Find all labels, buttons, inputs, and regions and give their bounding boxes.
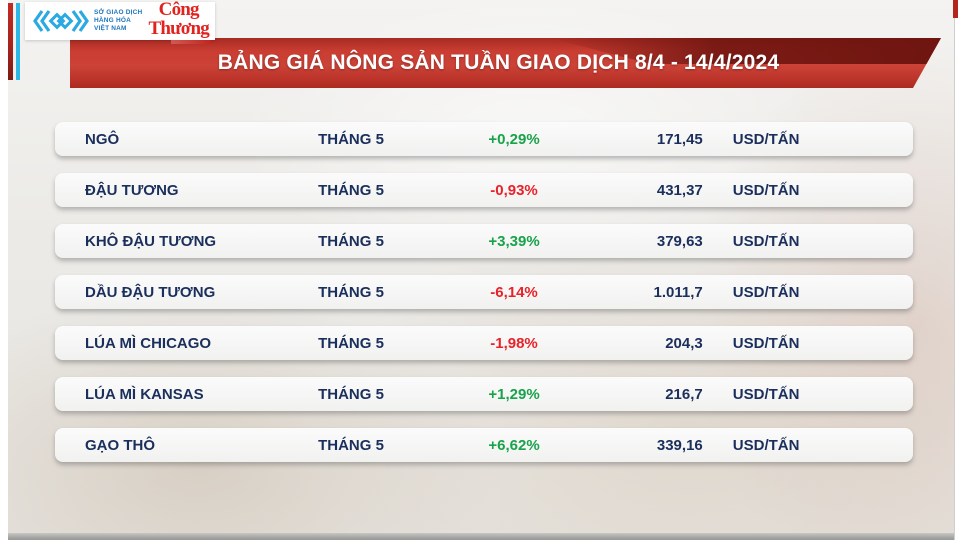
mxv-exchange-name: SỞ GIAO DỊCH HÀNG HÓA VIỆT NAM bbox=[94, 9, 143, 32]
price-value: 171,45 bbox=[656, 130, 703, 148]
change-percent: +6,62% bbox=[488, 436, 540, 454]
change-percent: -1,98% bbox=[490, 334, 538, 352]
price-value: 1.011,7 bbox=[653, 283, 703, 301]
price-unit: USD/TẤN bbox=[732, 436, 800, 454]
price-unit: USD/TẤN bbox=[732, 232, 800, 250]
congthuong-tagline-bar bbox=[170, 40, 211, 44]
commodity-name: DẦU ĐẬU TƯƠNG bbox=[85, 283, 216, 301]
change-percent: -6,14% bbox=[490, 283, 538, 301]
contract-month: THÁNG 5 bbox=[318, 130, 384, 148]
commodity-name: LÚA MÌ CHICAGO bbox=[85, 334, 212, 352]
price-unit: USD/TẤN bbox=[732, 283, 800, 301]
table-row: ĐẬU TƯƠNG THÁNG 5 -0,93% 431,37 USD/TẤN bbox=[55, 173, 913, 207]
contract-month: THÁNG 5 bbox=[318, 436, 384, 454]
contract-month: THÁNG 5 bbox=[318, 385, 384, 403]
price-value: 216,7 bbox=[665, 385, 703, 403]
change-percent: +1,29% bbox=[488, 385, 540, 403]
commodity-name: ĐẬU TƯƠNG bbox=[85, 181, 179, 199]
commodity-name: NGÔ bbox=[85, 130, 120, 148]
logo-bar: SỞ GIAO DỊCH HÀNG HÓA VIỆT NAM Công Thươ… bbox=[25, 0, 215, 44]
change-percent: -0,93% bbox=[490, 181, 538, 199]
price-unit: USD/TẤN bbox=[732, 181, 800, 199]
change-percent: +0,29% bbox=[488, 130, 540, 148]
table-row: LÚA MÌ CHICAGO THÁNG 5 -1,98% 204,3 USD/… bbox=[55, 326, 913, 360]
table-row: GẠO THÔ THÁNG 5 +6,62% 339,16 USD/TẤN bbox=[55, 428, 913, 462]
commodity-name: LÚA MÌ KANSAS bbox=[85, 385, 204, 403]
price-value: 339,16 bbox=[656, 436, 703, 454]
congthuong-newspaper-logo: Công Thương bbox=[146, 0, 211, 44]
table-row: NGÔ THÁNG 5 +0,29% 171,45 USD/TẤN bbox=[55, 122, 913, 156]
commodity-name: GẠO THÔ bbox=[85, 436, 155, 454]
table-row: LÚA MÌ KANSAS THÁNG 5 +1,29% 216,7 USD/T… bbox=[55, 377, 913, 411]
title-banner: BẢNG GIÁ NÔNG SẢN TUẦN GIAO DỊCH 8/4 - 1… bbox=[70, 38, 941, 88]
contract-month: THÁNG 5 bbox=[318, 181, 384, 199]
left-accent-stripe-cyan bbox=[16, 3, 20, 80]
price-unit: USD/TẤN bbox=[732, 385, 800, 403]
price-table: NGÔ THÁNG 5 +0,29% 171,45 USD/TẤN ĐẬU TƯ… bbox=[55, 122, 913, 462]
price-unit: USD/TẤN bbox=[732, 334, 800, 352]
commodity-name: KHÔ ĐẬU TƯƠNG bbox=[85, 232, 217, 250]
contract-month: THÁNG 5 bbox=[318, 232, 384, 250]
table-row: DẦU ĐẬU TƯƠNG THÁNG 5 -6,14% 1.011,7 USD… bbox=[55, 275, 913, 309]
change-percent: +3,39% bbox=[488, 232, 540, 250]
table-row: KHÔ ĐẬU TƯƠNG THÁNG 5 +3,39% 379,63 USD/… bbox=[55, 224, 913, 258]
right-accent-stripe-red bbox=[953, 0, 958, 18]
congthuong-logo-text: Công Thương bbox=[148, 0, 209, 39]
price-unit: USD/TẤN bbox=[732, 130, 800, 148]
bottom-edge-strip bbox=[8, 533, 954, 540]
page-title: BẢNG GIÁ NÔNG SẢN TUẦN GIAO DỊCH 8/4 - 1… bbox=[217, 51, 780, 74]
price-value: 379,63 bbox=[656, 232, 703, 250]
price-value: 431,37 bbox=[656, 181, 703, 199]
mxv-exchange-logo-icon bbox=[33, 10, 89, 32]
contract-month: THÁNG 5 bbox=[318, 283, 384, 301]
contract-month: THÁNG 5 bbox=[318, 334, 384, 352]
left-accent-stripe-red bbox=[8, 3, 13, 80]
price-value: 204,3 bbox=[665, 334, 703, 352]
